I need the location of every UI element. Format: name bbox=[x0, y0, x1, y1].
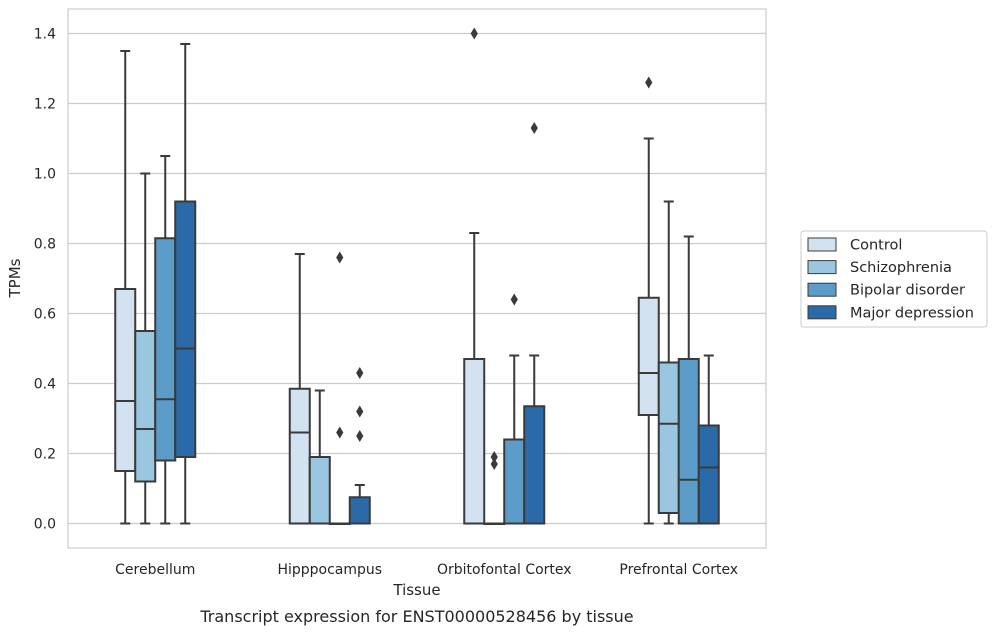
outlier-point bbox=[336, 426, 344, 439]
outlier-point bbox=[356, 367, 364, 379]
box-group bbox=[483, 451, 506, 525]
legend: Control Schizophrenia Bipolar disorder Majo… bbox=[800, 230, 988, 328]
x-tick-label: Orbitofontal Cortex bbox=[437, 562, 572, 578]
legend-frame bbox=[800, 230, 988, 328]
box bbox=[657, 361, 680, 514]
y-tick-label: 0.2 bbox=[34, 447, 56, 463]
box bbox=[697, 424, 720, 525]
legend-label: Control bbox=[850, 238, 902, 254]
box bbox=[463, 358, 486, 525]
y-tick-label: 0.4 bbox=[34, 377, 56, 393]
box-group bbox=[637, 76, 660, 525]
x-tick-labels: Cerebellum Hipppocampus Orbitofontal Corte… bbox=[115, 562, 738, 578]
outlier-point bbox=[645, 76, 653, 89]
box-group bbox=[503, 293, 526, 525]
y-tick-label: 1.4 bbox=[34, 27, 56, 43]
outlier-point bbox=[490, 451, 498, 463]
box bbox=[114, 288, 137, 472]
y-tick-label: 0.8 bbox=[34, 237, 56, 253]
outlier-point bbox=[356, 405, 364, 418]
box-group bbox=[677, 235, 700, 525]
box-group bbox=[348, 367, 371, 525]
box-group bbox=[657, 200, 680, 525]
box-group bbox=[328, 251, 351, 525]
boxes bbox=[114, 27, 720, 525]
box-group bbox=[463, 27, 486, 525]
legend-swatch bbox=[807, 282, 837, 297]
outlier-point bbox=[356, 430, 364, 442]
box-group bbox=[114, 50, 137, 525]
y-tick-labels: 0.0 0.2 0.4 0.6 0.8 1.0 1.2 1.4 bbox=[34, 27, 56, 533]
outlier-point bbox=[470, 27, 478, 40]
legend-label: Schizophrenia bbox=[850, 260, 952, 276]
box-group bbox=[308, 389, 331, 525]
box bbox=[503, 438, 526, 525]
box bbox=[134, 330, 157, 483]
legend-swatch bbox=[807, 237, 837, 252]
box bbox=[637, 296, 660, 416]
outlier-point bbox=[336, 251, 344, 264]
box bbox=[288, 387, 311, 525]
box-group bbox=[523, 122, 546, 525]
box bbox=[174, 200, 197, 458]
y-tick-label: 0.6 bbox=[34, 307, 56, 323]
y-tick-label: 1.0 bbox=[34, 167, 56, 183]
y-axis-title: TPMs bbox=[6, 258, 24, 298]
box bbox=[154, 237, 177, 462]
plot-area-frame bbox=[67, 8, 767, 549]
legend-label: Major depression bbox=[850, 305, 974, 321]
x-axis-title: Tissue bbox=[392, 581, 440, 599]
x-tick-label: Prefrontal Cortex bbox=[619, 562, 738, 578]
box-group bbox=[174, 43, 197, 525]
legend-label: Bipolar disorder bbox=[850, 283, 965, 299]
box bbox=[308, 456, 331, 525]
outlier-point bbox=[510, 293, 518, 306]
outlier-point bbox=[490, 458, 498, 470]
outlier-point bbox=[530, 122, 538, 134]
box-group bbox=[288, 253, 311, 525]
x-tick-label: Cerebellum bbox=[115, 562, 195, 578]
x-tick-label: Hipppocampus bbox=[277, 562, 382, 578]
box bbox=[348, 496, 371, 525]
chart-caption: Transcript expression for ENST0000052845… bbox=[199, 607, 633, 626]
y-tick-label: 1.2 bbox=[34, 97, 56, 113]
box-group bbox=[154, 155, 177, 525]
legend-swatch bbox=[807, 305, 837, 320]
y-tick-label: 0.0 bbox=[34, 517, 56, 533]
box-group bbox=[697, 354, 720, 525]
legend-swatch bbox=[807, 260, 837, 275]
box bbox=[523, 405, 546, 525]
box-group bbox=[134, 172, 157, 525]
box bbox=[677, 358, 700, 525]
